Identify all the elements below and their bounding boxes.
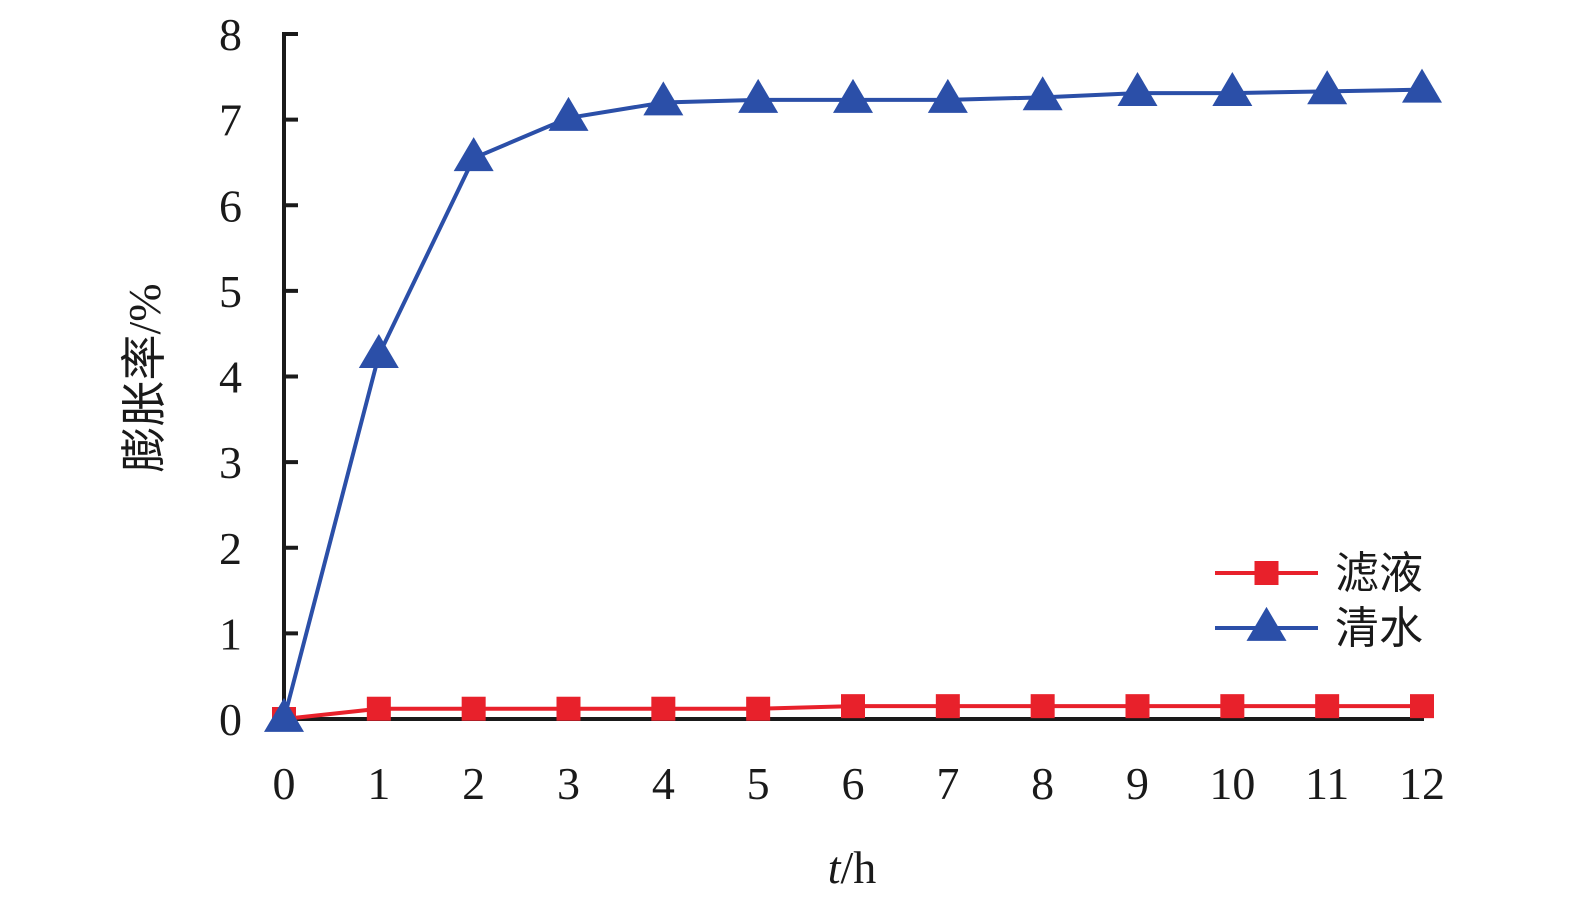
x-tick-label: 3 [557, 758, 580, 809]
y-tick-label: 5 [219, 266, 242, 317]
data-point [1402, 68, 1442, 103]
x-tick-label: 0 [273, 758, 296, 809]
x-tick-label: 10 [1209, 758, 1255, 809]
x-tick-label: 11 [1305, 758, 1349, 809]
data-point [833, 78, 873, 113]
series-1 [272, 694, 1434, 731]
series-2 [264, 68, 1442, 732]
y-tick-label: 4 [219, 352, 242, 403]
y-tick-label: 7 [219, 95, 242, 146]
y-tick-label: 1 [219, 608, 242, 659]
data-point [556, 696, 581, 721]
y-tick-label: 2 [219, 523, 242, 574]
data-point [1220, 694, 1245, 719]
x-tick-label: 5 [747, 758, 770, 809]
data-point [1030, 694, 1055, 719]
data-point [935, 694, 960, 719]
legend-label: 滤液 [1335, 549, 1423, 598]
data-point [1410, 694, 1434, 719]
legend-marker [1254, 561, 1279, 585]
y-tick-label: 3 [219, 437, 242, 488]
data-point [1315, 694, 1340, 719]
data-point [746, 696, 771, 721]
data-point [358, 334, 399, 369]
x-tick-label: 6 [842, 758, 865, 809]
x-axis-title-variable: t [828, 842, 842, 893]
x-tick-label: 4 [652, 758, 675, 809]
x-tick-label: 8 [1031, 758, 1054, 809]
legend-entry: 清水 [1215, 604, 1423, 653]
data-point [1022, 76, 1063, 111]
x-axis-title-unit: /h [841, 842, 877, 893]
x-tick-label: 1 [367, 758, 390, 809]
data-point [1125, 694, 1150, 719]
data-point [1117, 72, 1158, 107]
data-point [548, 96, 589, 131]
data-point [651, 696, 676, 721]
legend-marker [1246, 606, 1287, 641]
x-tick-label: 12 [1399, 758, 1445, 809]
data-point [643, 81, 684, 116]
legend-label: 清水 [1335, 604, 1423, 653]
data-point [841, 694, 865, 719]
data-point [264, 697, 304, 732]
x-tick-label: 2 [462, 758, 485, 809]
y-tick-label: 8 [219, 9, 242, 60]
data-point [1212, 72, 1253, 107]
data-point [461, 696, 486, 721]
y-tick-label: 0 [219, 694, 242, 745]
axes [282, 32, 1424, 721]
x-tick-label: 9 [1126, 758, 1149, 809]
data-point [366, 696, 391, 721]
data-point [453, 137, 494, 172]
x-axis-title: t/h [828, 842, 877, 893]
y-axis-title: 膨胀率/% [119, 283, 170, 472]
y-tick-label: 6 [219, 180, 242, 231]
data-point [927, 78, 968, 113]
legend-entry: 滤液 [1215, 549, 1423, 598]
x-tick-label: 7 [936, 758, 959, 809]
data-point [1307, 70, 1348, 105]
data-point [738, 78, 779, 113]
series-layer [264, 68, 1442, 732]
series-line [282, 87, 1423, 720]
